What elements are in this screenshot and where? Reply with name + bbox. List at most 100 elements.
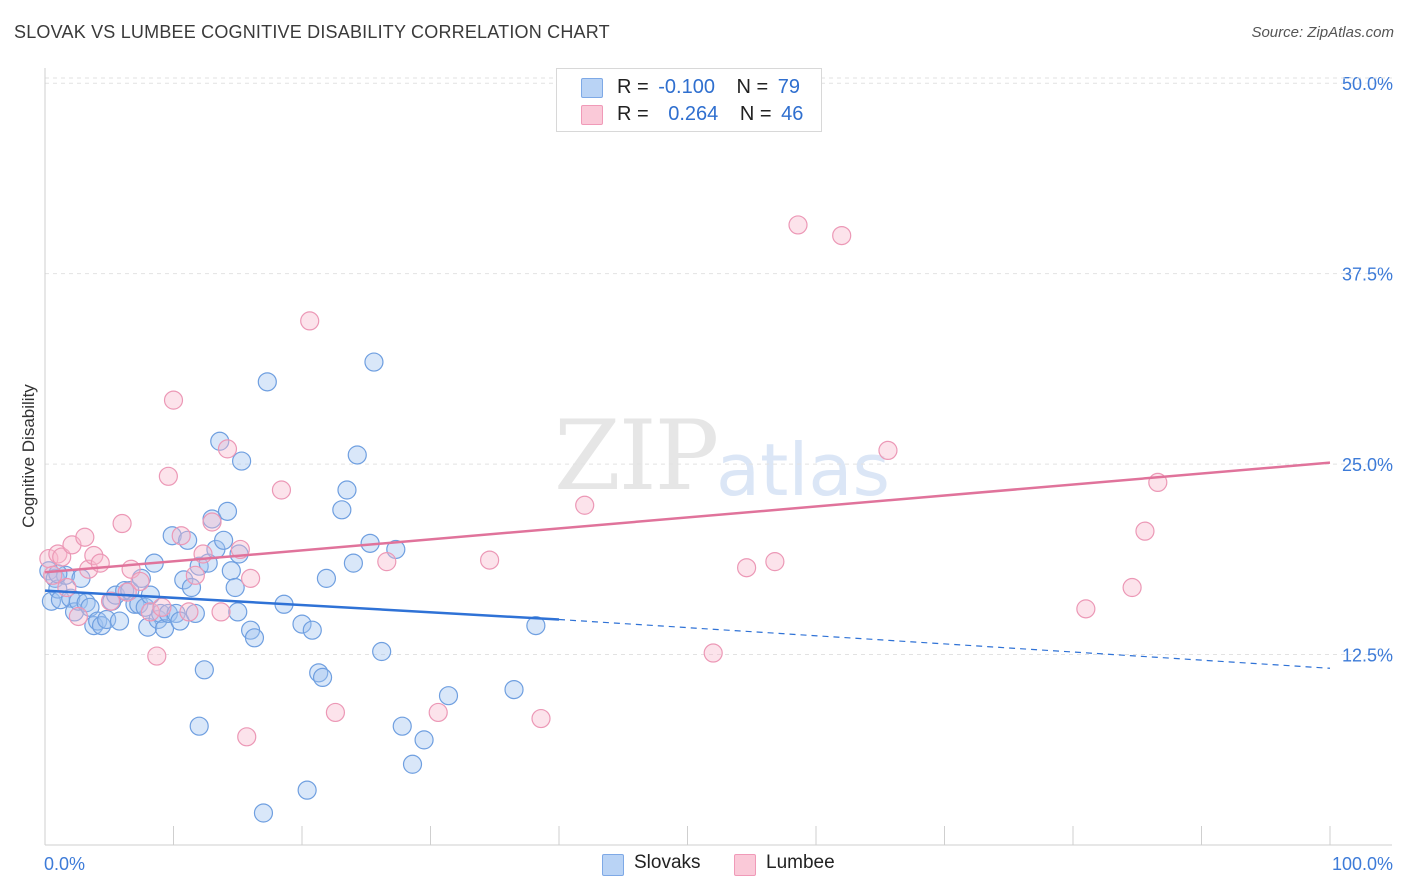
point-slovaks xyxy=(91,616,112,636)
point-slovaks xyxy=(292,614,312,634)
point-lumbee xyxy=(325,702,346,723)
point-slovaks xyxy=(312,667,333,688)
point-lumbee xyxy=(1122,577,1142,598)
point-slovaks xyxy=(297,780,317,800)
point-lumbee xyxy=(43,565,63,585)
point-slovaks xyxy=(189,716,209,736)
point-slovaks xyxy=(372,641,392,662)
point-slovaks xyxy=(151,603,171,624)
point-slovaks xyxy=(232,451,252,471)
point-slovaks xyxy=(337,480,357,500)
legend-r-value-lumbee: 0.264 xyxy=(668,103,719,125)
y-tick-label: 12.5% xyxy=(1342,646,1393,666)
trendline-slovaks xyxy=(44,589,560,621)
point-slovaks xyxy=(438,686,459,706)
point-slovaks xyxy=(174,570,194,590)
chart-title: SLOVAK VS LUMBEE COGNITIVE DISABILITY CO… xyxy=(14,22,610,42)
point-slovaks xyxy=(181,577,202,598)
point-lumbee xyxy=(100,591,121,611)
point-lumbee xyxy=(75,527,95,547)
point-lumbee xyxy=(878,440,898,461)
point-slovaks xyxy=(347,445,367,465)
point-lumbee xyxy=(147,646,167,666)
y-tick-label: 25.0% xyxy=(1342,455,1393,475)
legend-n-value-lumbee: 46 xyxy=(781,103,804,125)
point-lumbee xyxy=(68,606,89,627)
legend-swatch-lumbee xyxy=(581,105,603,125)
point-slovaks xyxy=(504,679,524,700)
point-slovaks xyxy=(138,617,158,637)
point-lumbee xyxy=(1076,599,1096,619)
point-lumbee xyxy=(531,708,551,729)
point-slovaks xyxy=(302,620,322,640)
legend-swatch-slovaks xyxy=(581,78,603,98)
legend-r-value-slovaks: -0.100 xyxy=(658,76,715,98)
point-lumbee xyxy=(737,558,757,578)
x-tick-label-max: 100.0% xyxy=(1332,854,1393,874)
point-slovaks xyxy=(402,754,423,774)
point-lumbee xyxy=(480,550,500,570)
y-axis-title: Cognitive Disability xyxy=(19,384,38,528)
point-lumbee xyxy=(1135,521,1155,541)
point-slovaks xyxy=(364,352,384,372)
point-slovaks xyxy=(253,803,274,823)
watermark-zip: ZIP xyxy=(554,400,719,512)
bottom-swatch-lumbee xyxy=(734,854,756,876)
legend-n-value-slovaks: 79 xyxy=(777,76,801,98)
point-lumbee xyxy=(202,512,222,532)
legend-n-label: N = xyxy=(739,103,772,125)
x-tick-label-min: 0.0% xyxy=(44,854,85,874)
trendline-lumbee xyxy=(44,461,1331,574)
point-lumbee xyxy=(217,439,238,459)
point-lumbee xyxy=(163,390,184,410)
point-slovaks xyxy=(343,553,363,573)
point-slovaks xyxy=(526,616,546,636)
legend-n-label: N = xyxy=(736,76,769,98)
point-slovaks xyxy=(217,501,238,521)
point-slovaks xyxy=(221,561,241,581)
bottom-legend-label-slovaks: Slovaks xyxy=(634,852,701,873)
point-slovaks xyxy=(414,730,434,750)
point-lumbee xyxy=(300,311,320,331)
point-slovaks xyxy=(244,628,265,648)
point-lumbee xyxy=(765,552,785,572)
point-lumbee xyxy=(575,495,595,515)
point-lumbee xyxy=(52,547,72,567)
point-lumbee xyxy=(211,602,231,622)
point-lumbee xyxy=(832,225,852,246)
point-lumbee xyxy=(112,513,132,534)
point-lumbee xyxy=(158,466,178,486)
point-slovaks xyxy=(194,660,214,680)
point-lumbee xyxy=(179,602,199,622)
point-lumbee xyxy=(703,643,723,663)
point-lumbee xyxy=(185,565,205,585)
bottom-legend-label-lumbee: Lumbee xyxy=(766,852,835,873)
point-slovaks xyxy=(225,577,245,598)
point-slovaks xyxy=(392,716,412,736)
point-lumbee xyxy=(237,727,257,747)
point-slovaks xyxy=(257,372,277,392)
trendline-extension-slovaks xyxy=(558,618,1331,669)
bottom-swatch-slovaks xyxy=(602,854,624,876)
legend-r-label: R = xyxy=(617,103,649,125)
stats-legend: R = -0.100 N = 79 R = 0.264 N = 46 xyxy=(556,68,822,132)
point-lumbee xyxy=(57,577,77,598)
point-lumbee xyxy=(152,597,172,617)
point-slovaks xyxy=(316,568,337,588)
point-slovaks xyxy=(228,602,248,622)
point-lumbee xyxy=(788,215,808,235)
legend-r-label: R = xyxy=(617,76,649,98)
point-slovaks xyxy=(185,603,205,624)
point-lumbee xyxy=(171,526,191,546)
point-lumbee xyxy=(130,571,150,592)
point-slovaks xyxy=(210,431,230,451)
point-lumbee xyxy=(428,702,448,723)
point-slovaks xyxy=(332,500,352,520)
y-tick-label: 37.5% xyxy=(1342,265,1393,285)
point-slovaks xyxy=(154,619,175,639)
point-lumbee xyxy=(230,539,250,560)
point-slovaks xyxy=(214,530,234,550)
point-lumbee xyxy=(90,553,110,573)
point-lumbee xyxy=(241,568,261,588)
source-label: Source: ZipAtlas.com xyxy=(1251,24,1394,41)
